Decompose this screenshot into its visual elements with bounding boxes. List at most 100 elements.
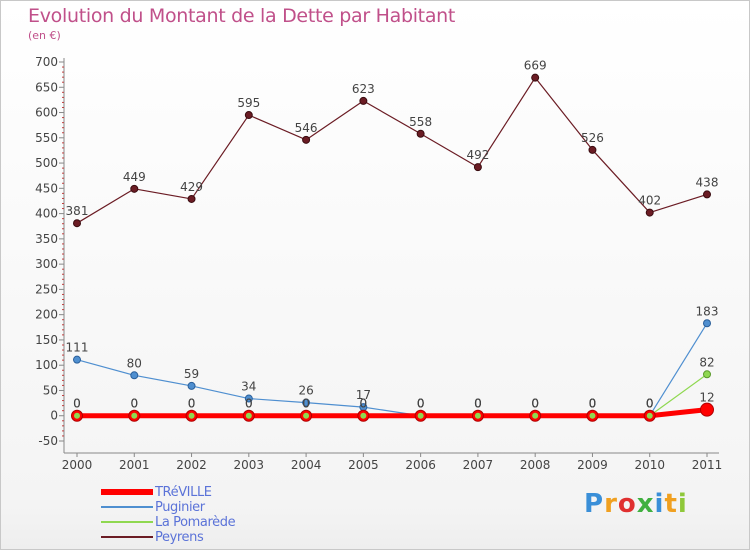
x-tick-label: 2010 (634, 458, 665, 472)
data-label: 381 (66, 204, 89, 218)
data-point-inner (74, 412, 80, 419)
data-label: 0 (245, 397, 253, 411)
legend-swatch-treville (101, 489, 153, 495)
data-label: 0 (73, 397, 81, 411)
data-label: 558 (409, 115, 432, 129)
data-label: 111 (66, 341, 89, 355)
logo-letter: t (664, 489, 678, 519)
data-point (302, 398, 311, 407)
data-label: 402 (638, 194, 661, 208)
data-label: 0 (73, 397, 81, 411)
y-tick-label: 400 (35, 207, 58, 221)
data-label: 0 (130, 397, 138, 411)
data-point (645, 208, 654, 217)
data-label: 0 (360, 397, 368, 411)
x-tick-label: 2000 (62, 458, 93, 472)
data-label: 0 (531, 397, 539, 411)
y-tick-label: 350 (35, 232, 58, 246)
y-tick-label: 450 (35, 181, 58, 195)
y-tick-label: 200 (35, 308, 58, 322)
data-point-inner (131, 412, 138, 419)
data-point-inner (417, 412, 424, 419)
data-label: 17 (356, 388, 371, 402)
data-label: 59 (184, 367, 199, 381)
data-label: 0 (646, 397, 654, 411)
data-label: 0 (302, 397, 310, 411)
data-point (73, 355, 81, 364)
x-tick-label: 2003 (234, 458, 265, 472)
data-label: 0 (646, 397, 654, 411)
y-tick-label: 650 (35, 80, 58, 94)
series-line-0 (77, 407, 708, 419)
data-label: 526 (581, 131, 604, 145)
data-label: 546 (295, 121, 318, 135)
data-point (130, 371, 139, 380)
data-point-inner (589, 412, 596, 419)
x-tick-label: 2008 (520, 458, 551, 472)
x-tick-label: 2006 (405, 458, 436, 472)
series-line-3 (76, 77, 708, 224)
data-point-inner (360, 412, 367, 419)
x-axis-ticks: 2000 2001 2002 2003 2004 2005 2006 2007 2008 2009… (62, 453, 723, 472)
data-point-inner (474, 412, 481, 419)
data-label: 0 (188, 397, 196, 411)
logo-letter: i (654, 489, 665, 519)
data-label: 429 (180, 180, 203, 194)
data-point-inner (646, 412, 653, 419)
data-labels: 381 449 429 595 546 623 558 492 669 526 402 438 111 8… (66, 59, 719, 411)
y-tick-label: 500 (35, 156, 58, 170)
data-label: 0 (417, 397, 425, 411)
data-label: 34 (241, 380, 256, 394)
data-point (703, 190, 711, 199)
data-label: 0 (302, 397, 310, 411)
y-axis-ticks: -50 0 50 100 150 200 250 300 350 400 450 500 550 600 6… (35, 55, 58, 448)
data-label: 0 (474, 397, 482, 411)
logo-letter: i (677, 489, 688, 519)
data-label: 0 (417, 397, 425, 411)
series-line-2 (77, 373, 708, 417)
y-tick-label: 600 (35, 106, 58, 120)
data-label: 0 (417, 397, 425, 411)
data-point (359, 96, 368, 105)
x-tick-label: 2005 (348, 458, 379, 472)
proxiti-logo: Proxiti (584, 489, 688, 519)
x-tick-label: 2007 (463, 458, 494, 472)
series-line-1 (76, 322, 708, 417)
data-label: 0 (531, 397, 539, 411)
data-label: 0 (589, 397, 597, 411)
chart-subtitle: (en €) (28, 29, 61, 42)
data-label: 80 (127, 356, 142, 370)
legend-swatch-peyrens (101, 536, 153, 538)
legend-item-la-pomarede: La Pomarède (101, 515, 301, 530)
data-label: 0 (360, 397, 368, 411)
data-label: 0 (245, 397, 253, 411)
y-tick-label: 700 (35, 55, 58, 69)
data-point (703, 319, 711, 328)
data-label: 0 (531, 397, 539, 411)
data-label: 0 (474, 397, 482, 411)
data-point (588, 145, 597, 154)
data-label: 623 (352, 82, 375, 96)
y-tick-label: 250 (35, 282, 58, 296)
data-point (700, 402, 714, 417)
data-point (187, 381, 196, 390)
data-point (416, 129, 425, 138)
data-point-inner (188, 412, 195, 419)
x-tick-label: 2009 (577, 458, 608, 472)
y-tick-label: 0 (50, 409, 58, 423)
data-point (187, 194, 196, 203)
data-label: 82 (699, 355, 714, 369)
data-point (473, 163, 482, 172)
data-label: 0 (130, 397, 138, 411)
x-tick-label: 2011 (692, 458, 723, 472)
x-tick-label: 2004 (291, 458, 322, 472)
data-point (302, 135, 311, 144)
data-label: 0 (474, 397, 482, 411)
data-label: 0 (188, 397, 196, 411)
axes (59, 58, 719, 454)
logo-letter: P (584, 489, 605, 519)
y-tick-label: -50 (38, 434, 58, 448)
data-point (73, 219, 81, 228)
